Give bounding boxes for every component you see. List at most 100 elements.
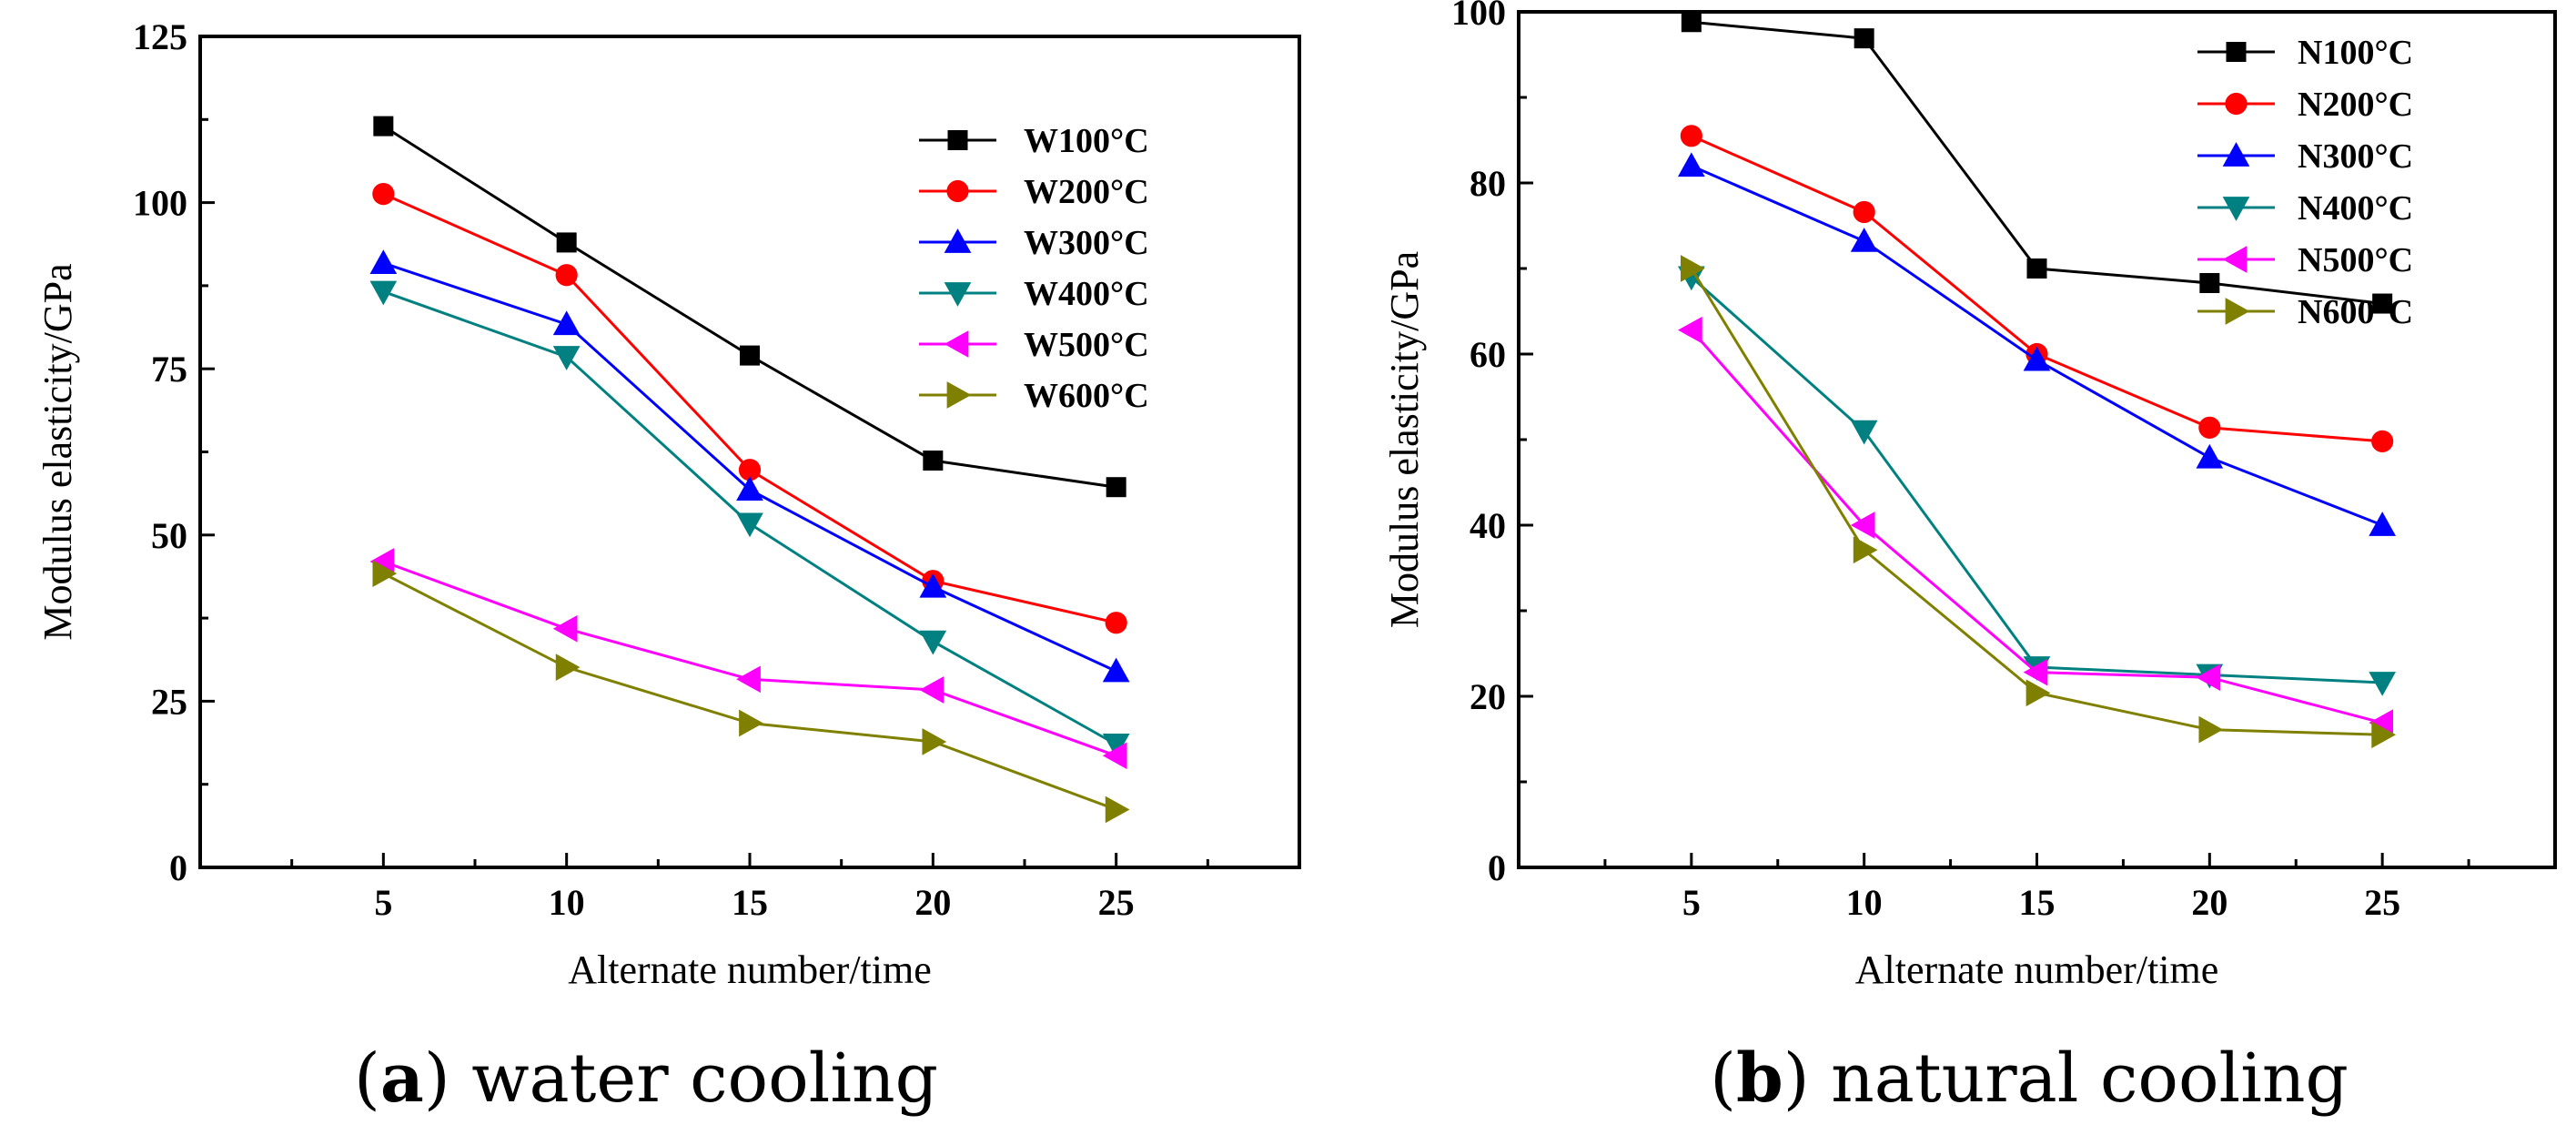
series-N500°C — [1677, 316, 2394, 736]
data-point-N100°C-15 — [2026, 258, 2047, 279]
series-W500°C — [369, 548, 1127, 770]
y-tick-label-b-0: 0 — [1488, 847, 1506, 888]
caption-label-b: b — [1736, 1039, 1783, 1118]
data-point-W300°C-15 — [736, 476, 763, 502]
data-point-N500°C-20 — [2196, 664, 2221, 692]
x-tick-label-a-15: 15 — [732, 882, 768, 923]
data-point-W600°C-15 — [739, 709, 763, 737]
x-tick-label-a-25: 25 — [1098, 882, 1135, 923]
legend-item-N500°C: N500°C — [2197, 241, 2413, 279]
data-point-W500°C-20 — [919, 676, 945, 704]
legend-marker-W200°C — [946, 179, 969, 203]
y-tick-label-a-125: 125 — [133, 16, 187, 57]
axis-ticks-a: 5 10 15 20 25 0 25 50 75 100 125 — [133, 16, 1209, 923]
plot-frame-a — [198, 35, 1301, 869]
data-point-W200°C-15 — [738, 459, 762, 481]
x-tick-label-b-10: 10 — [1846, 882, 1883, 923]
data-point-N500°C-10 — [1850, 512, 1875, 539]
data-point-W400°C-5 — [369, 280, 398, 306]
data-point-N100°C-5 — [1681, 12, 1702, 33]
caption-text-a: water cooling — [471, 1039, 938, 1118]
y-tick-label-a-75: 75 — [151, 349, 187, 390]
legend-item-N600°C: N600°C — [2197, 293, 2413, 331]
series-layer-a — [369, 116, 1130, 824]
caption-text-b: natural cooling — [1831, 1039, 2349, 1118]
legend-marker-N200°C — [2225, 92, 2248, 116]
series-line-N200°C — [1691, 134, 2383, 443]
legend-label-W400°C: W400°C — [1024, 275, 1149, 313]
caption-b: (b) natural cooling — [1710, 1039, 2349, 1118]
series-N300°C — [1677, 152, 2397, 536]
legend-marker-N100°C — [2226, 42, 2247, 62]
data-point-N400°C-25 — [2369, 672, 2397, 696]
data-point-W500°C-10 — [552, 614, 578, 643]
data-point-W600°C-10 — [555, 654, 581, 681]
series-N200°C — [1680, 125, 2394, 452]
y-tick-label-b-60: 60 — [1470, 334, 1506, 375]
legend-marker-W100°C — [947, 130, 968, 150]
legend-b: N100°C N200°C N300°C N400°C N500°C N600°C — [2197, 34, 2413, 331]
legend-item-W400°C: W400°C — [919, 275, 1149, 313]
x-tick-label-b-20: 20 — [2191, 882, 2227, 923]
series-W400°C — [369, 280, 1130, 758]
data-point-W400°C-20 — [919, 630, 947, 655]
data-point-N200°C-10 — [1853, 200, 1875, 224]
data-point-N100°C-25 — [2372, 293, 2393, 314]
data-point-W200°C-5 — [372, 183, 395, 206]
series-N400°C — [1677, 266, 2397, 696]
series-line-W200°C — [382, 192, 1117, 624]
x-tick-label-a-5: 5 — [374, 882, 392, 923]
legend-marker-N500°C — [2222, 246, 2248, 273]
data-point-N300°C-20 — [2196, 443, 2224, 469]
data-point-N600°C-15 — [2025, 679, 2051, 707]
x-tick-label-b-25: 25 — [2364, 882, 2400, 923]
legend-marker-N400°C — [2222, 197, 2250, 221]
legend-label-N600°C: N600°C — [2298, 293, 2413, 331]
legend-label-N300°C: N300°C — [2298, 137, 2413, 176]
y-axis-title-b: Modulus elasticity/GPa — [1382, 251, 1427, 628]
data-point-W500°C-15 — [736, 665, 761, 694]
y-tick-label-a-50: 50 — [151, 515, 187, 556]
y-tick-label-b-20: 20 — [1470, 676, 1506, 717]
series-N600°C — [1680, 255, 2397, 749]
legend-label-N400°C: N400°C — [2298, 189, 2413, 228]
y-tick-label-b-80: 80 — [1470, 163, 1506, 204]
caption-label-a: a — [380, 1039, 424, 1118]
y-tick-label-a-25: 25 — [151, 681, 187, 722]
legend-marker-W500°C — [944, 330, 969, 358]
legend-label-W100°C: W100°C — [1024, 122, 1149, 160]
y-tick-label-a-100: 100 — [133, 183, 187, 224]
data-point-W600°C-25 — [1105, 795, 1130, 824]
y-tick-label-a-0: 0 — [169, 847, 187, 888]
series-W600°C — [372, 560, 1130, 824]
data-point-W100°C-5 — [373, 116, 394, 137]
legend-item-W100°C: W100°C — [919, 122, 1149, 160]
legend-marker-W600°C — [946, 381, 972, 409]
legend-item-N100°C: N100°C — [2197, 34, 2413, 72]
data-point-W400°C-25 — [1102, 733, 1130, 758]
legend-marker-N600°C — [2225, 298, 2250, 325]
legend-item-W600°C: W600°C — [919, 377, 1149, 415]
legend-label-W500°C: W500°C — [1024, 326, 1149, 364]
series-W100°C — [373, 116, 1126, 498]
series-N100°C — [1681, 12, 2393, 314]
panel-water-cooling: 5 10 15 20 25 0 25 50 75 100 125 W100°C W200°C W300°… — [35, 16, 1301, 1118]
data-point-N600°C-5 — [1680, 255, 1705, 282]
x-tick-label-b-15: 15 — [2019, 882, 2056, 923]
legend-marker-W300°C — [944, 228, 972, 253]
data-point-W400°C-15 — [736, 512, 763, 538]
data-point-N600°C-20 — [2198, 715, 2224, 744]
legend-item-W200°C: W200°C — [919, 173, 1149, 211]
data-point-W300°C-5 — [369, 249, 398, 274]
data-point-N600°C-25 — [2371, 721, 2397, 749]
legend-item-W500°C: W500°C — [919, 326, 1149, 364]
data-point-W100°C-15 — [740, 345, 760, 366]
data-point-N500°C-15 — [2023, 658, 2048, 686]
data-point-W100°C-10 — [556, 232, 577, 253]
data-point-N200°C-20 — [2198, 416, 2221, 439]
data-point-W300°C-20 — [919, 572, 947, 598]
legend-item-W300°C: W300°C — [919, 224, 1149, 262]
data-point-N400°C-10 — [1850, 420, 1878, 445]
legend-label-W300°C: W300°C — [1024, 224, 1149, 262]
